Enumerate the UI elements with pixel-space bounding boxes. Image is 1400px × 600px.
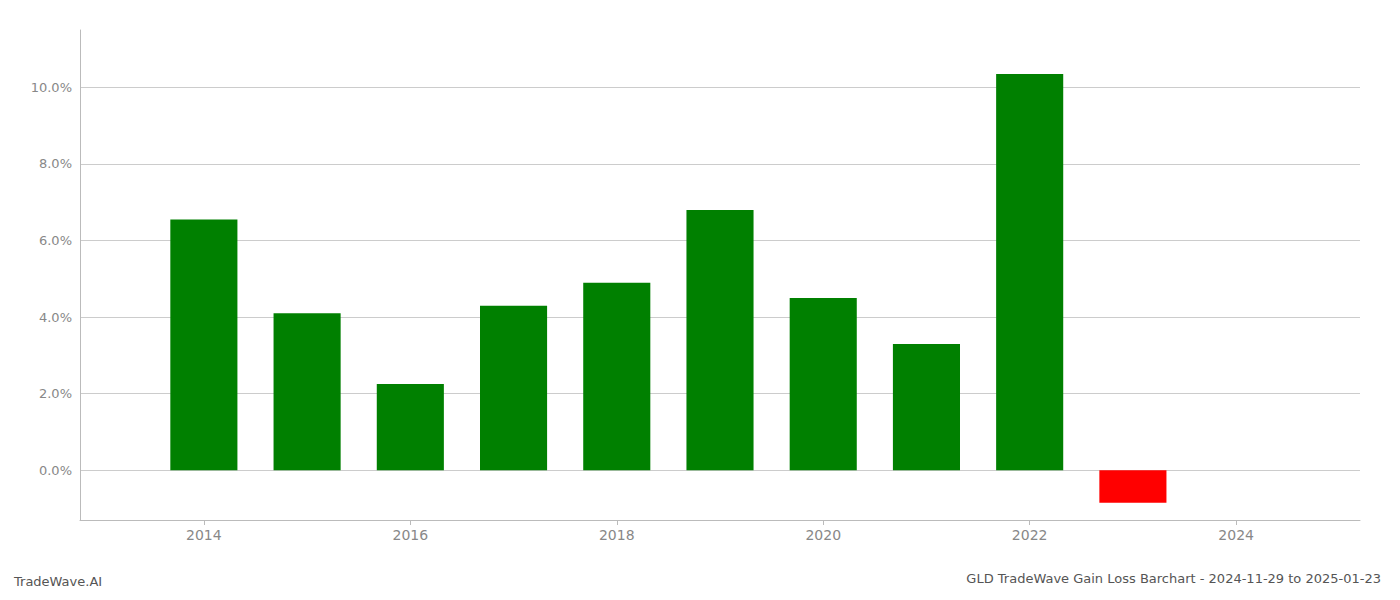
- svg-text:2.0%: 2.0%: [39, 386, 72, 401]
- svg-text:4.0%: 4.0%: [39, 310, 72, 325]
- svg-text:2018: 2018: [599, 527, 635, 543]
- svg-text:2014: 2014: [186, 527, 222, 543]
- svg-text:6.0%: 6.0%: [39, 233, 72, 248]
- svg-text:TradeWave.AI: TradeWave.AI: [13, 574, 102, 589]
- svg-text:10.0%: 10.0%: [31, 80, 72, 95]
- svg-text:2024: 2024: [1218, 527, 1254, 543]
- svg-text:GLD TradeWave Gain Loss Barcha: GLD TradeWave Gain Loss Barchart - 2024-…: [966, 571, 1381, 586]
- svg-text:2022: 2022: [1012, 527, 1048, 543]
- svg-text:2020: 2020: [805, 527, 841, 543]
- svg-text:0.0%: 0.0%: [39, 463, 72, 478]
- svg-text:8.0%: 8.0%: [39, 156, 72, 171]
- svg-text:2016: 2016: [393, 527, 429, 543]
